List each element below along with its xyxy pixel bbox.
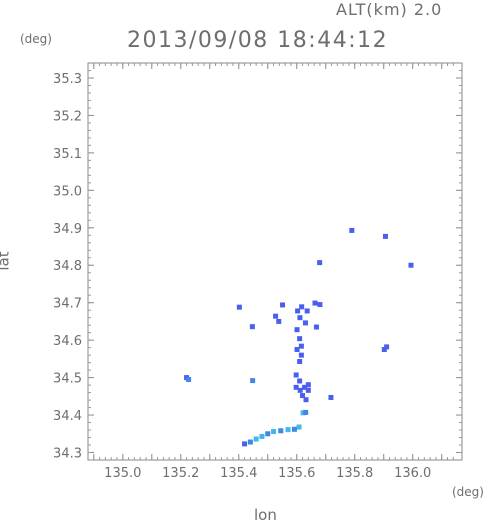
echo-point bbox=[298, 352, 304, 358]
echo-point bbox=[305, 382, 311, 388]
echo-point bbox=[253, 436, 259, 442]
plot-frame bbox=[87, 62, 463, 461]
echo-point bbox=[304, 308, 310, 314]
y-tick-label: 35.2 bbox=[53, 109, 82, 124]
echo-point bbox=[242, 441, 248, 447]
echo-point bbox=[259, 433, 265, 439]
x-tick-label: 135.4 bbox=[220, 466, 257, 481]
y-tick-label: 34.9 bbox=[53, 222, 82, 237]
x-unit-label: (deg) bbox=[452, 485, 484, 499]
echo-point bbox=[303, 409, 309, 415]
y-unit-label: (deg) bbox=[20, 32, 52, 46]
echo-point bbox=[186, 376, 192, 382]
echo-point bbox=[280, 302, 286, 308]
y-tick-label: 34.4 bbox=[53, 409, 82, 424]
echo-point bbox=[265, 431, 271, 437]
echo-point bbox=[382, 233, 388, 239]
y-axis-label: lat bbox=[0, 251, 13, 271]
echo-point bbox=[271, 429, 277, 435]
echo-point bbox=[297, 387, 303, 393]
x-tick-label: 135.8 bbox=[336, 466, 373, 481]
echo-point bbox=[384, 344, 390, 350]
echo-point bbox=[317, 302, 323, 308]
echo-point bbox=[303, 397, 309, 403]
echo-point bbox=[349, 227, 355, 233]
echo-point bbox=[328, 394, 334, 400]
echo-point bbox=[302, 384, 308, 390]
y-tick-labels: 34.3 34.4 34.5 34.6 34.7 34.8 34.9 35.0 35.1 35.2… bbox=[53, 72, 82, 462]
echo-point bbox=[296, 424, 302, 430]
echo-point bbox=[317, 260, 323, 266]
y-tick-label: 34.5 bbox=[53, 372, 82, 387]
y-tick-label: 34.6 bbox=[53, 334, 82, 349]
echo-point bbox=[236, 304, 242, 310]
echo-point bbox=[300, 393, 306, 399]
echo-point bbox=[313, 324, 319, 330]
x-axis-label: lon bbox=[254, 506, 277, 524]
x-tick-labels: 135.0 135.2 135.4 135.6 135.8 136.0 bbox=[104, 466, 431, 481]
y-tick-label: 35.1 bbox=[53, 147, 82, 162]
echo-point bbox=[291, 426, 297, 432]
y-tick-label: 35.3 bbox=[53, 72, 82, 87]
echo-point bbox=[298, 343, 304, 349]
y-tick-label: 34.3 bbox=[53, 447, 82, 462]
echo-point bbox=[297, 315, 303, 321]
echo-point bbox=[250, 378, 256, 384]
x-tick-label: 135.6 bbox=[278, 466, 315, 481]
echo-point bbox=[294, 347, 300, 353]
echo-point bbox=[294, 327, 300, 333]
echo-point bbox=[249, 324, 255, 330]
x-tick-label: 135.2 bbox=[162, 466, 199, 481]
x-tick-label: 136.0 bbox=[394, 466, 431, 481]
axis-ticks bbox=[88, 63, 462, 460]
echo-point bbox=[247, 439, 253, 445]
echo-points bbox=[184, 227, 414, 447]
echo-point bbox=[297, 378, 303, 384]
echo-point bbox=[408, 262, 414, 268]
echo-point bbox=[302, 320, 308, 326]
echo-point bbox=[278, 428, 284, 434]
echo-point bbox=[299, 304, 305, 310]
echo-point bbox=[297, 336, 303, 342]
echo-point bbox=[293, 384, 299, 390]
y-tick-label: 34.7 bbox=[53, 297, 82, 312]
echo-point bbox=[381, 347, 387, 353]
echo-point bbox=[300, 410, 306, 416]
y-tick-label: 35.0 bbox=[53, 184, 82, 199]
echo-point bbox=[276, 318, 282, 324]
echo-point bbox=[297, 358, 303, 364]
echo-point bbox=[312, 300, 318, 306]
echo-point bbox=[305, 387, 311, 393]
echo-point bbox=[295, 308, 301, 314]
x-tick-label: 135.0 bbox=[104, 466, 141, 481]
y-tick-label: 34.8 bbox=[53, 259, 82, 274]
chart-title-timestamp: 2013/09/08 18:44:12 bbox=[127, 28, 389, 53]
echo-point bbox=[293, 372, 299, 378]
echo-point bbox=[285, 427, 291, 433]
echo-point bbox=[273, 313, 279, 319]
altitude-label: ALT(km) 2.0 bbox=[336, 0, 443, 19]
